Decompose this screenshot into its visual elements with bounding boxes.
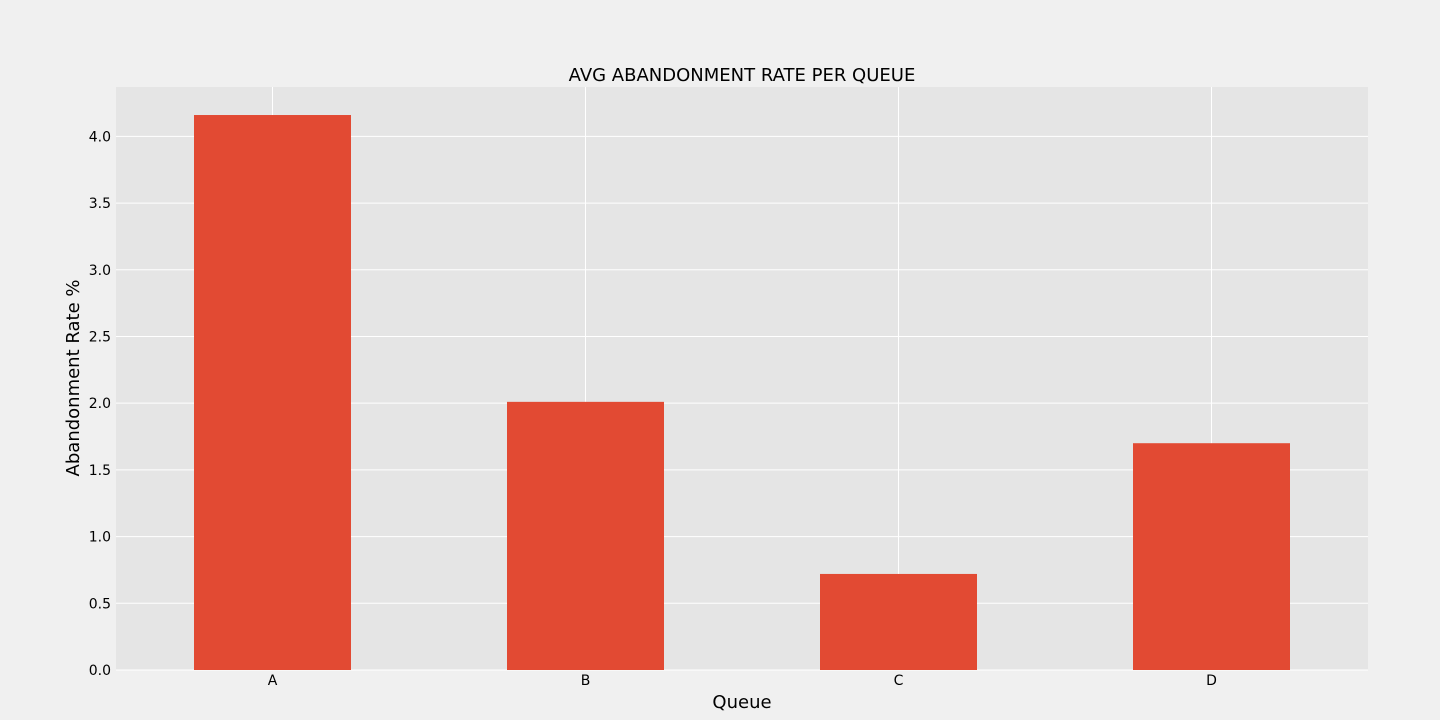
y-tick-label: 4.0 [89, 129, 111, 145]
y-axis-ticks: 0.0 0.5 1.0 1.5 2.0 2.5 3.0 3.5 4.0 [89, 129, 111, 679]
chart-title: AVG ABANDONMENT RATE PER QUEUE [569, 65, 916, 86]
x-axis-label: Queue [712, 692, 771, 713]
y-tick-label: 1.5 [89, 463, 111, 479]
x-tick-label: B [581, 673, 591, 689]
bar-b [507, 401, 664, 670]
y-tick-label: 2.0 [89, 396, 111, 412]
bar-a [194, 115, 351, 671]
x-tick-label: C [894, 673, 904, 689]
x-axis-ticks: A B C D [268, 673, 1217, 689]
bar-d [1133, 443, 1290, 670]
x-tick-label: D [1206, 673, 1217, 689]
y-tick-label: 0.5 [89, 596, 111, 612]
x-tick-label: A [268, 673, 278, 689]
y-tick-label: 0.0 [89, 663, 111, 679]
y-axis-label: Abandonment Rate % [63, 280, 84, 477]
bar-c [820, 573, 977, 670]
y-tick-label: 3.0 [89, 263, 111, 279]
bars [194, 115, 1290, 671]
y-tick-label: 2.5 [89, 329, 111, 345]
y-tick-label: 1.0 [89, 530, 111, 546]
y-tick-label: 3.5 [89, 196, 111, 212]
